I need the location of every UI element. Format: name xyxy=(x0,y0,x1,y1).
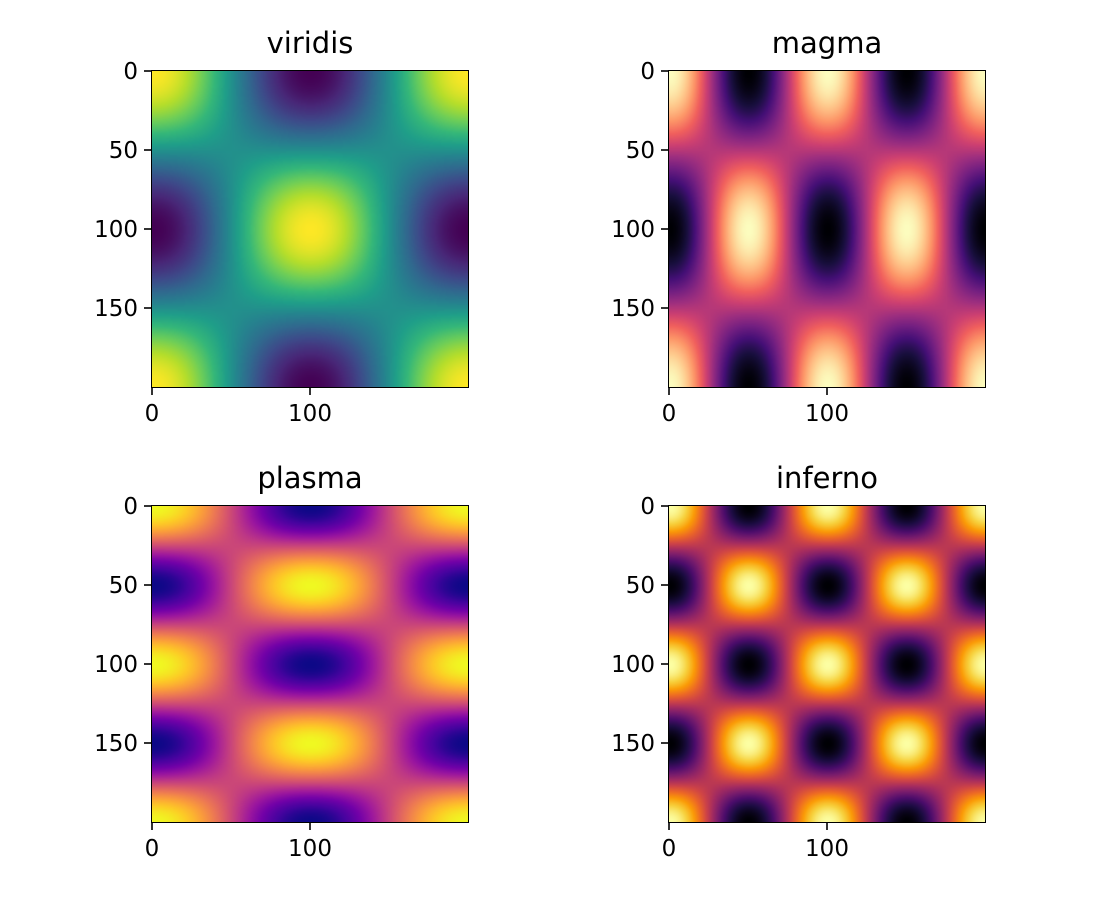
inferno-xtick-label: 100 xyxy=(805,836,849,862)
plasma-heatmap-image xyxy=(152,506,468,822)
plasma-ytick-label: 50 xyxy=(109,573,138,599)
magma-ytick-label: 100 xyxy=(611,217,655,243)
viridis-heatmap-image xyxy=(152,71,468,387)
inferno-ytick-label: 100 xyxy=(611,652,655,678)
magma-ytick-label: 0 xyxy=(640,59,655,85)
magma-xtick-label: 0 xyxy=(662,401,677,427)
plasma-ytick-label: 0 xyxy=(123,494,138,520)
plasma-xtick-label: 0 xyxy=(145,836,160,862)
magma-ytick-label: 150 xyxy=(611,296,655,322)
inferno-ytick-label: 150 xyxy=(611,731,655,757)
viridis-ytick-label: 150 xyxy=(94,296,138,322)
plasma-ytick-label: 100 xyxy=(94,652,138,678)
viridis-xtick-label: 0 xyxy=(145,401,160,427)
viridis-xtick-label: 100 xyxy=(288,401,332,427)
plasma-ytick-label: 150 xyxy=(94,731,138,757)
inferno-ytick-label: 0 xyxy=(640,494,655,520)
viridis-title: viridis xyxy=(267,26,354,60)
inferno-ytick-label: 50 xyxy=(626,573,655,599)
plasma-xtick-label: 100 xyxy=(288,836,332,862)
inferno-xtick-label: 0 xyxy=(662,836,677,862)
magma-title: magma xyxy=(772,26,882,60)
viridis-ytick-label: 0 xyxy=(123,59,138,85)
viridis-ytick-label: 100 xyxy=(94,217,138,243)
inferno-heatmap-image xyxy=(669,506,985,822)
inferno-title: inferno xyxy=(776,461,878,495)
magma-xtick-label: 100 xyxy=(805,401,849,427)
magma-ytick-label: 50 xyxy=(626,138,655,164)
magma-heatmap-image xyxy=(669,71,985,387)
plasma-title: plasma xyxy=(257,461,362,495)
viridis-ytick-label: 50 xyxy=(109,138,138,164)
